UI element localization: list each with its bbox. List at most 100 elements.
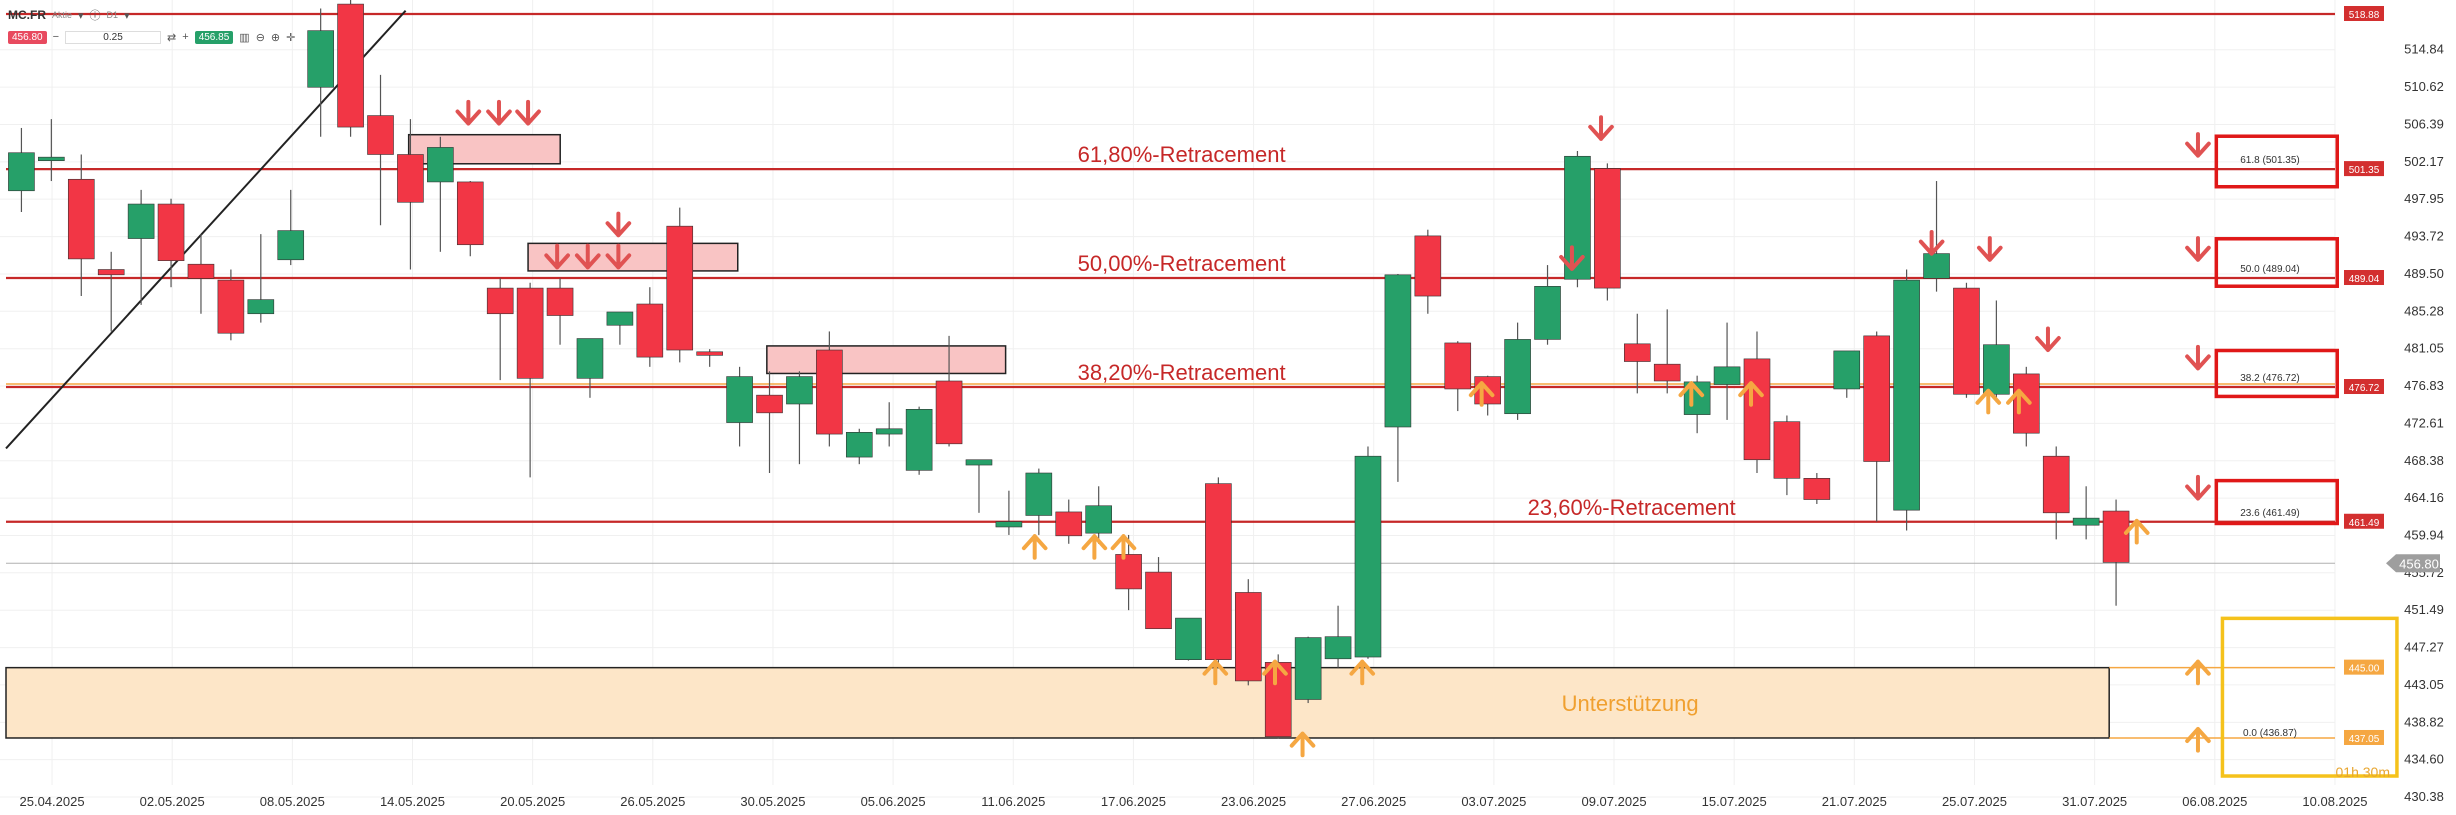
x-tick-label: 06.08.2025	[2182, 794, 2247, 809]
fib-price-tag-bg	[2344, 513, 2384, 529]
bar-chart-icon[interactable]: ▥	[239, 31, 250, 44]
candle-body	[1923, 253, 1950, 279]
x-tick-label: 14.05.2025	[380, 794, 445, 809]
up-arrow-icon	[1975, 388, 2002, 415]
y-tick-label: 476.83	[2404, 378, 2444, 393]
y-tick-label: 430.38	[2404, 789, 2444, 804]
candle-body	[1623, 343, 1651, 362]
fib-level-label: 38,20%-Retracement	[1078, 360, 1286, 385]
candle-body	[1803, 478, 1831, 500]
y-tick-label: 443.05	[2404, 677, 2444, 692]
buy-button[interactable]: 456.85	[194, 30, 234, 44]
y-tick-label: 481.05	[2404, 341, 2444, 356]
fib-level-label: 23,60%-Retracement	[1528, 495, 1736, 520]
quantity-input[interactable]: 0.25	[65, 30, 162, 44]
x-tick-label: 10.08.2025	[2302, 794, 2367, 809]
candle-body	[247, 299, 275, 315]
fib-price-highlight-box	[2214, 237, 2339, 288]
x-tick-label: 30.05.2025	[740, 794, 805, 809]
instrument-type-label: Aktie	[52, 10, 73, 20]
plus-icon[interactable]: +	[182, 31, 189, 43]
candle-body	[1294, 637, 1322, 700]
candle-body	[606, 311, 634, 326]
fib-level-value: 50.0 (489.04)	[2240, 264, 2300, 275]
up-arrow-icon	[1110, 534, 1137, 560]
candle-body	[1234, 592, 1262, 682]
y-tick-label: 493.72	[2404, 229, 2444, 244]
zoom-in-icon[interactable]: ⊕	[270, 31, 281, 44]
candle-body	[1564, 155, 1591, 280]
candle-body	[397, 154, 424, 203]
candle-body	[97, 269, 125, 276]
timeframe-chevron-icon[interactable]: ▾	[124, 9, 130, 22]
candle-body	[965, 459, 993, 466]
swap-icon[interactable]: ⇄	[167, 31, 177, 44]
top-level-price-tag-bg	[2344, 6, 2384, 21]
up-arrow-icon	[2123, 518, 2150, 545]
candlestick-series	[8, 0, 2130, 739]
timeframe-label[interactable]: D1	[106, 10, 119, 20]
up-arrow-icon	[1678, 381, 1705, 407]
current-price-tag: 456.80	[2399, 556, 2439, 571]
support-zone[interactable]: Unterstützung 0.0 (436.87)	[5, 666, 2335, 739]
candle-body	[1205, 483, 1232, 660]
candle-body	[1863, 335, 1890, 462]
up-arrow-icon	[1202, 659, 1229, 686]
x-tick-label: 03.07.2025	[1461, 794, 1526, 809]
candle-body	[8, 152, 35, 192]
sell-button[interactable]: 456.80	[8, 30, 47, 44]
up-arrow-icon	[1289, 731, 1316, 758]
price-axis[interactable]: 514.84 510.62 506.39 502.17 497.95 493.72 489.…	[2344, 6, 2444, 804]
x-tick-label: 15.07.2025	[1702, 794, 1767, 809]
fib-price-tag: 501.35	[2349, 165, 2380, 176]
minus-icon[interactable]: −	[52, 31, 60, 43]
down-arrow-icon	[2185, 132, 2211, 158]
x-tick-label: 02.05.2025	[140, 794, 205, 809]
up-arrow-icon	[2185, 659, 2211, 686]
x-tick-label: 26.05.2025	[620, 794, 685, 809]
chevron-down-icon[interactable]: ▾	[78, 9, 84, 22]
candle-body	[845, 432, 873, 458]
symbol-label[interactable]: MC.FR	[8, 8, 46, 22]
fib-level-label: 61,80%-Retracement	[1078, 142, 1286, 167]
resistance-zone-box	[527, 242, 739, 272]
down-arrow-icon	[574, 243, 601, 270]
candle-body	[367, 115, 394, 155]
candle-body	[1743, 358, 1771, 461]
fib-price-tag: 476.72	[2349, 383, 2380, 394]
info-icon[interactable]: ⓘ	[89, 10, 101, 22]
y-tick-label: 510.62	[2404, 79, 2444, 94]
y-tick-label: 485.28	[2404, 303, 2444, 318]
candle-body	[217, 279, 245, 334]
x-tick-label: 25.04.2025	[20, 794, 85, 809]
candle-body	[1025, 472, 1053, 516]
down-arrow-icon	[515, 99, 541, 126]
down-arrow-icon	[605, 211, 632, 238]
support-price-highlight-box	[2220, 616, 2399, 778]
up-arrow-icon	[1021, 534, 1048, 560]
candle-body	[1384, 274, 1412, 428]
candle-body	[1145, 571, 1172, 630]
fib-price-highlight-box	[2214, 134, 2339, 189]
resistance-zones	[407, 133, 1007, 375]
zoom-out-icon[interactable]: ⊖	[255, 31, 265, 44]
time-axis[interactable]: 25.04.2025 02.05.2025 08.05.2025 14.05.2025…	[20, 794, 2368, 809]
support-lower-price-tag-bg	[2344, 729, 2384, 745]
candle-body	[1653, 363, 1681, 382]
down-arrow-icon	[605, 243, 632, 270]
crosshair-icon[interactable]: ✛	[286, 31, 296, 44]
candle-body	[456, 181, 484, 246]
down-arrow-icon	[544, 243, 570, 270]
candle-body	[38, 156, 65, 161]
support-zone-label: Unterstützung	[1562, 691, 1699, 716]
up-arrow-icon	[1468, 381, 1495, 407]
y-tick-label: 438.82	[2404, 714, 2444, 729]
down-arrow-icon	[1977, 236, 2003, 262]
y-tick-label: 447.27	[2404, 640, 2444, 655]
fib-price-tag-bg	[2344, 379, 2384, 395]
up-arrow-icon	[1738, 381, 1764, 407]
candle-body	[1893, 279, 1920, 511]
support-upper-price-tag: 445.00	[2349, 664, 2380, 675]
fibonacci-levels[interactable]: 61,80%-Retracement 61.8 (501.35) 50,00%-Re…	[6, 12, 2335, 564]
